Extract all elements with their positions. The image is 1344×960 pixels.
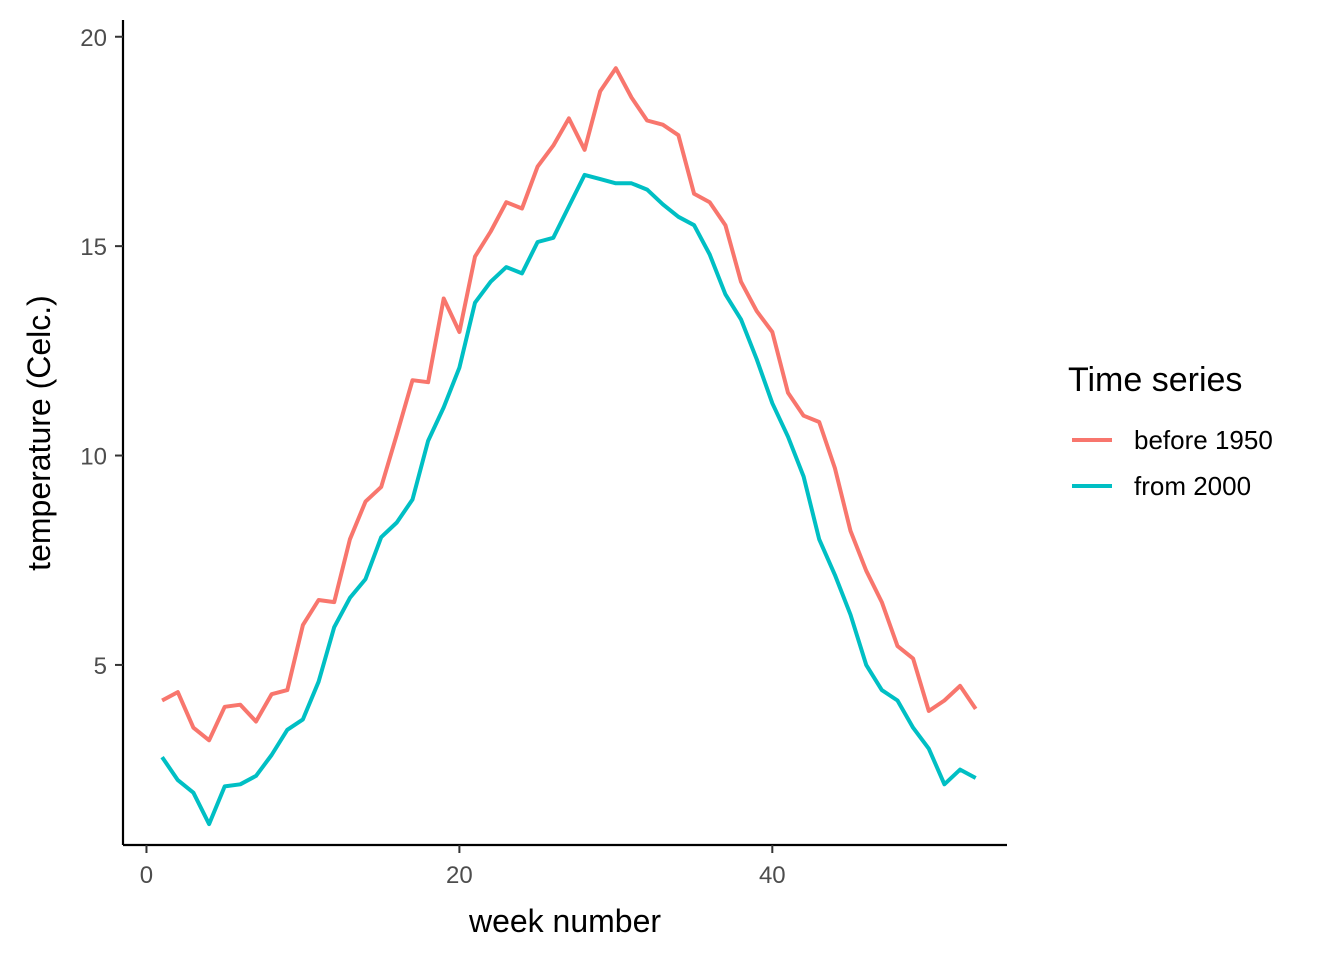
y-tick-label: 10	[80, 444, 107, 471]
y-tick-label: 20	[80, 25, 107, 52]
x-axis-title: week number	[468, 903, 661, 939]
legend-label: from 2000	[1134, 471, 1251, 501]
legend: Time series before 1950 from 2000	[1068, 361, 1273, 501]
series-line-1	[160, 172, 977, 827]
y-axis: 5 10 15 20	[80, 20, 125, 845]
y-axis-title: temperature (Celc.)	[21, 295, 57, 571]
series-line-0	[161, 66, 978, 743]
x-tick-label: 0	[140, 862, 153, 889]
plot-area	[160, 66, 978, 827]
x-axis: 0 20 40	[123, 843, 1007, 889]
legend-title: Time series	[1068, 361, 1242, 399]
y-tick-label: 15	[80, 234, 107, 261]
x-tick-label: 40	[759, 862, 786, 889]
legend-label: before 1950	[1134, 425, 1273, 455]
x-tick-label: 20	[446, 862, 473, 889]
y-tick-label: 5	[94, 653, 107, 680]
